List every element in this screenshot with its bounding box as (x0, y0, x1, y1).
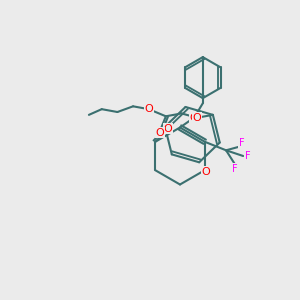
Text: O: O (202, 167, 211, 177)
Text: O: O (193, 113, 202, 123)
Text: O: O (156, 128, 164, 138)
Text: F: F (232, 164, 237, 174)
Text: F: F (239, 138, 244, 148)
Text: O: O (190, 112, 199, 122)
Text: F: F (245, 151, 250, 161)
Text: O: O (164, 124, 172, 134)
Text: O: O (144, 104, 153, 114)
